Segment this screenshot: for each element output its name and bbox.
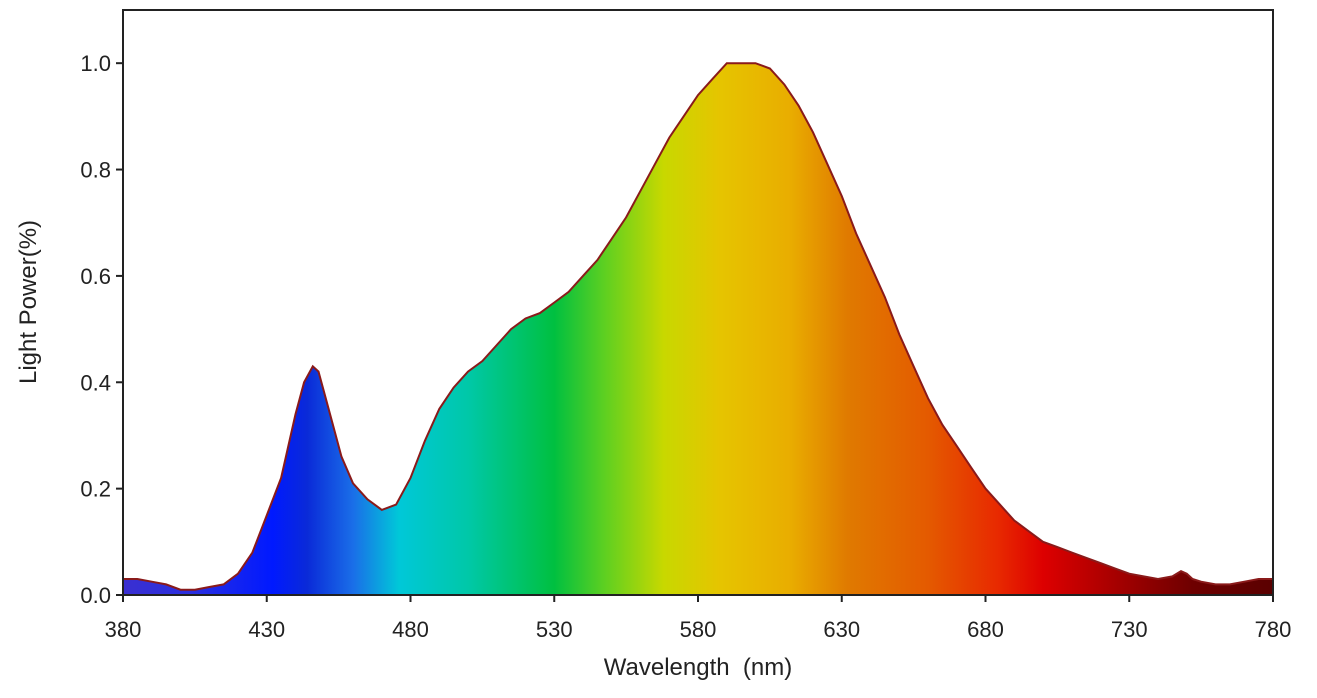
- x-tick-label: 480: [392, 617, 429, 642]
- x-tick-label: 530: [536, 617, 573, 642]
- x-axis-ticks: 380 430 480 530 580 630 680 730 780: [105, 595, 1292, 642]
- x-tick-label: 730: [1111, 617, 1148, 642]
- y-tick-label: 0.4: [80, 370, 111, 395]
- x-tick-label: 580: [680, 617, 717, 642]
- y-tick-label: 0.2: [80, 477, 111, 502]
- y-tick-label: 0.6: [80, 264, 111, 289]
- x-axis-label: Wavelength (nm): [604, 654, 793, 681]
- x-tick-label: 430: [248, 617, 285, 642]
- y-tick-label: 0.0: [80, 583, 111, 608]
- x-tick-label: 380: [105, 617, 142, 642]
- y-tick-label: 0.8: [80, 158, 111, 183]
- y-axis-ticks: 0.0 0.2 0.4 0.6 0.8 1.0: [80, 51, 123, 608]
- x-tick-label: 680: [967, 617, 1004, 642]
- y-tick-label: 1.0: [80, 51, 111, 76]
- spectrum-area-fill: [123, 63, 1273, 595]
- x-tick-label: 630: [823, 617, 860, 642]
- x-tick-label: 780: [1255, 617, 1292, 642]
- spectrum-curve-line: [123, 62, 1273, 591]
- y-axis-label: Light Power(%): [15, 220, 42, 384]
